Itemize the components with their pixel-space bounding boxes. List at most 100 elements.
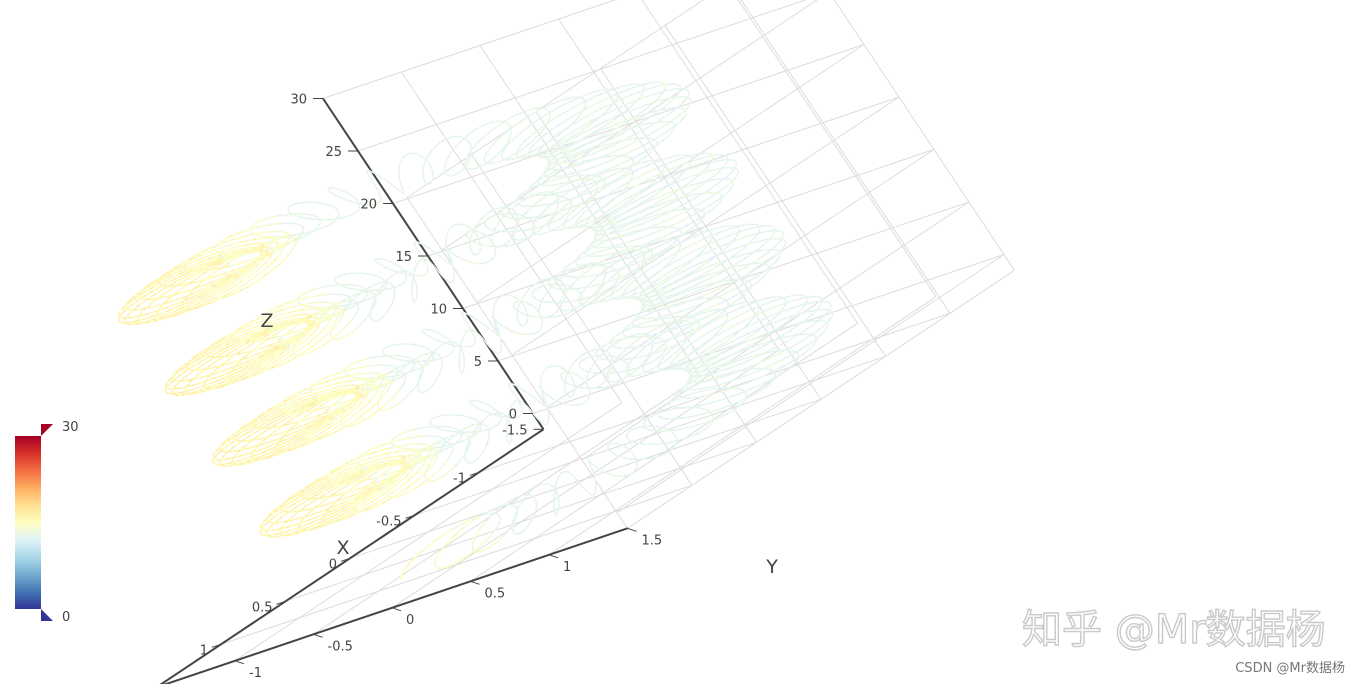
- coil-segment: [333, 206, 537, 502]
- wall-grid-line: [392, 44, 865, 204]
- wall-grid-line: [462, 149, 935, 309]
- z-tick-label: 20: [360, 198, 377, 213]
- z-tick-label: 10: [430, 303, 447, 318]
- coil-segment: [566, 97, 768, 389]
- zhihu-watermark: 知乎 @Mr数据杨: [1022, 607, 1326, 653]
- wall-grid-line: [357, 0, 807, 152]
- coil-segment: [564, 97, 756, 370]
- colorbar-min-label: 0: [62, 610, 70, 625]
- coil-segment: [582, 93, 770, 369]
- y-tick-label: -1: [249, 666, 262, 681]
- wall-grid-line: [737, 0, 937, 298]
- coil-segment: [633, 83, 815, 348]
- coil-segment: [595, 100, 774, 367]
- coil-segment: [208, 246, 423, 555]
- coil-segment: [202, 249, 386, 505]
- coil-segment: [565, 100, 766, 390]
- coil-segment: [155, 277, 332, 526]
- coil-segment: [491, 121, 687, 398]
- coil-segment: [264, 217, 482, 531]
- y-tick-mark: [313, 633, 323, 638]
- colorbar: 30 0: [15, 420, 79, 625]
- z-tick-label: 15: [395, 250, 412, 265]
- coil-segment: [197, 251, 414, 563]
- coil-segment: [439, 141, 659, 458]
- coil-segment: [249, 230, 475, 552]
- z-tick-label: -1.5: [502, 423, 527, 438]
- coil-segment: [538, 107, 745, 404]
- wall-grid-line: [664, 25, 886, 357]
- coil-segment: [429, 150, 644, 460]
- coil-segment: [670, 83, 833, 321]
- coil-segment: [327, 188, 557, 515]
- coil-segment: [212, 248, 438, 569]
- coil-segment: [558, 112, 744, 387]
- coil-segment: [494, 120, 710, 429]
- coil-segment: [277, 214, 505, 538]
- z-tick-label: 0: [509, 408, 517, 423]
- coil-segment: [523, 116, 724, 410]
- colorbar-gradient: [15, 436, 41, 609]
- axis-lines: [159, 97, 628, 684]
- y-tick-label: 0.5: [485, 586, 506, 601]
- floor-grid-line: [234, 402, 623, 662]
- coil-segment: [297, 202, 528, 530]
- x-tick-label: -1: [453, 471, 466, 486]
- coil-segment: [603, 96, 791, 371]
- coil-segment: [420, 155, 638, 465]
- colorbar-max-arrow: [41, 424, 53, 436]
- coil-segment: [533, 107, 742, 407]
- coil-segment: [568, 96, 770, 387]
- coil-segment: [484, 123, 700, 435]
- helix-coil-series: [117, 81, 834, 580]
- coil-segment: [208, 249, 388, 500]
- coil-segment: [275, 215, 503, 540]
- coil-segment: [300, 201, 529, 528]
- coil-segment: [623, 84, 808, 354]
- coil-segment: [535, 107, 743, 406]
- x-tick-label: 0.5: [252, 600, 273, 615]
- y-tick-mark: [548, 554, 559, 559]
- coil-segment: [366, 204, 561, 480]
- coil-segment: [517, 112, 728, 416]
- coil-segment: [474, 128, 690, 439]
- coil-segment: [655, 81, 826, 334]
- coil-segment: [440, 139, 663, 458]
- coil-segment: [602, 88, 794, 367]
- coil-segment: [614, 86, 800, 356]
- floor-grid-line: [470, 322, 858, 582]
- coil-segment: [507, 116, 717, 421]
- coil-segment: [677, 84, 834, 315]
- coil-segment: [436, 142, 658, 459]
- coil-segment: [421, 155, 638, 463]
- coil-segment: [205, 247, 421, 557]
- colorbar-max-label: 30: [62, 420, 79, 435]
- wall-grid-line: [476, 44, 865, 303]
- coil-segment: [629, 83, 812, 351]
- wall-grid-line: [740, 0, 951, 314]
- floor-grid-line: [548, 296, 937, 556]
- coil-segment: [520, 111, 706, 378]
- coil-segment: [617, 85, 803, 358]
- coil-segment: [220, 241, 440, 557]
- coil-segment: [472, 129, 687, 440]
- coil-segment: [561, 98, 764, 392]
- coil-segment: [331, 205, 538, 505]
- coil-segment: [597, 88, 793, 369]
- coil-segment: [214, 247, 440, 569]
- coil-segment: [138, 295, 302, 531]
- wall-grid-line: [406, 0, 705, 198]
- y-tick-mark: [470, 580, 480, 585]
- y-tick-label: 0: [406, 613, 414, 628]
- wall-grid-line: [511, 96, 900, 356]
- coil-segment: [527, 135, 712, 405]
- coil-segment: [487, 122, 704, 433]
- coil-segment: [202, 255, 379, 502]
- coil-segment: [238, 240, 411, 483]
- coil-segment: [553, 101, 757, 396]
- coil-segment: [529, 132, 710, 397]
- z-axis-title: Z: [260, 310, 273, 332]
- coil-segment: [152, 279, 328, 527]
- y-tick-label: -0.5: [328, 639, 353, 654]
